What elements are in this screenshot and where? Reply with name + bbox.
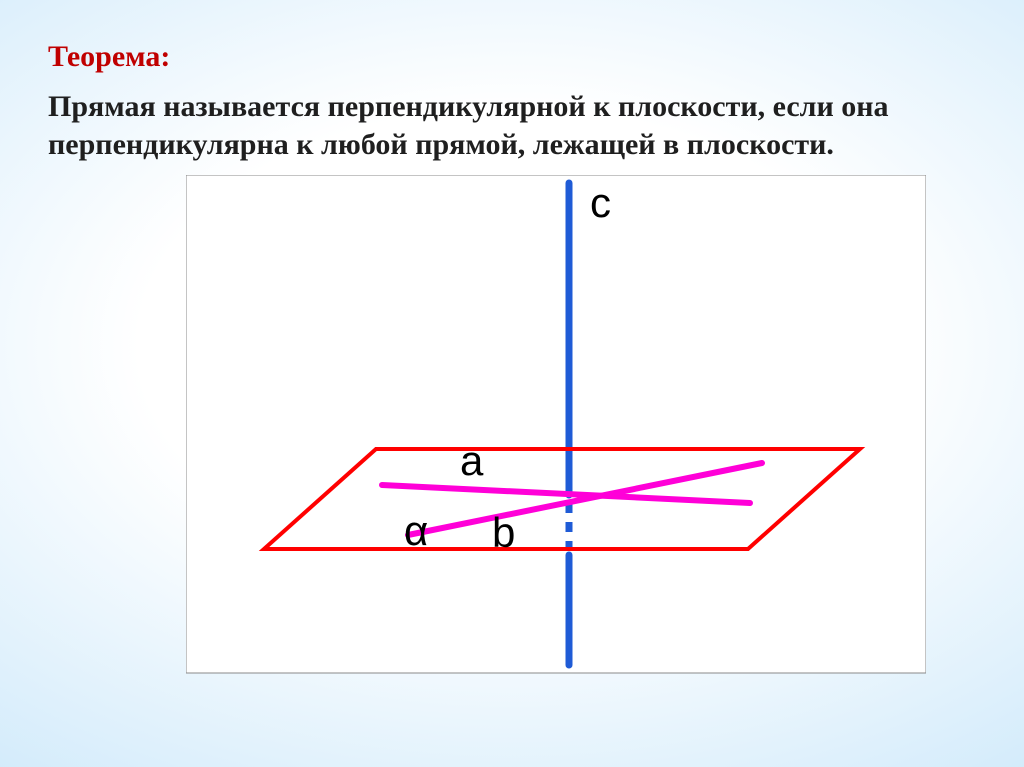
diagram-frame	[186, 175, 926, 673]
label-c: c	[590, 179, 611, 226]
theorem-heading: Теорема:	[48, 40, 976, 74]
label-b: b	[492, 509, 515, 556]
label-a: a	[460, 437, 484, 484]
label-alpha: α	[404, 507, 428, 554]
slide: Теорема: Прямая называется перпендикуляр…	[0, 0, 1024, 767]
theorem-body: Прямая называется перпендикулярной к пло…	[48, 88, 976, 165]
diagram-container: c aα b	[186, 175, 926, 675]
geometry-diagram: c aα b	[186, 175, 926, 675]
